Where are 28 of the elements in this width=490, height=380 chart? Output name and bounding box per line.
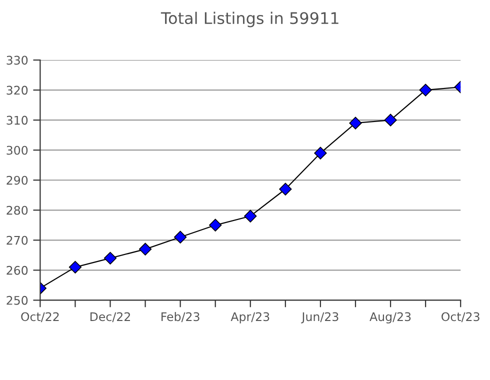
y-tick-label: 260 [6,266,28,275]
point [384,114,397,126]
y-tick-label: 250 [6,296,28,305]
y-tick-label: 300 [6,146,28,155]
y-tick-label: 330 [6,56,28,65]
y-tick-label: 280 [6,206,28,215]
x-tick-label: Oct/23 [442,312,480,322]
y-tick-label: 320 [6,86,28,95]
chart-title: Total Listings in 59911 [160,12,338,28]
y-tick-label: 290 [6,176,28,185]
point [138,242,152,256]
point [68,260,82,274]
point [209,218,222,232]
x-tick-label: Aug/23 [370,312,411,324]
y-tick-label: 270 [6,236,28,245]
x-tick-label: Feb/23 [162,312,200,322]
point [174,230,187,244]
point [104,252,117,264]
y-tick-label: 310 [6,116,28,125]
point [419,84,432,96]
point [279,182,292,196]
x-tick-label: Oct/22 [21,312,59,322]
x-tick-label: Jun/23 [301,312,338,324]
x-tick-label: Dec/22 [90,312,130,322]
point [349,116,362,130]
point [244,210,257,222]
x-tick-label: Apr/23 [230,312,270,324]
point [314,146,327,160]
